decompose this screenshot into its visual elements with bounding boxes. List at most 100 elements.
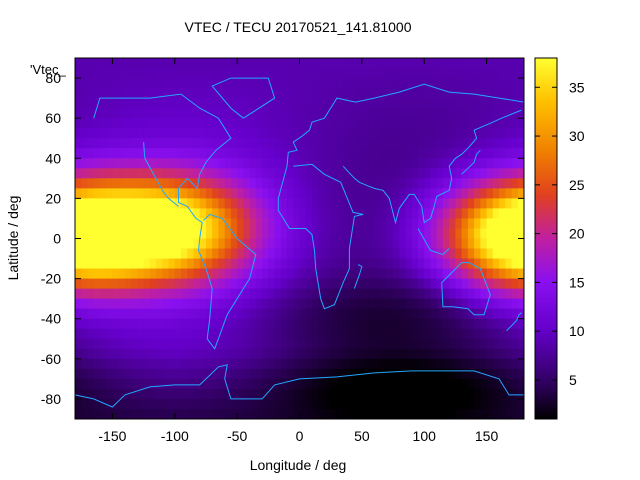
heatmap-cell: [75, 68, 82, 79]
heatmap-cell: [411, 278, 419, 290]
heatmap-cell: [137, 288, 145, 300]
heatmap-cell: [199, 348, 207, 360]
heatmap-cell: [393, 168, 400, 179]
heatmap-cell: [293, 78, 301, 89]
heatmap-cell: [399, 208, 407, 220]
heatmap-cell: [480, 408, 488, 419]
heatmap-cell: [361, 118, 369, 129]
heatmap-cell: [343, 308, 350, 320]
heatmap-cell: [243, 128, 251, 139]
heatmap-cell: [181, 188, 188, 199]
heatmap-cell: [137, 208, 145, 220]
heatmap-cell: [405, 368, 413, 380]
heatmap-cell: [93, 378, 101, 390]
heatmap-cell: [274, 168, 282, 179]
heatmap-cell: [162, 248, 170, 260]
heatmap-cell: [87, 158, 95, 169]
heatmap-cell: [162, 378, 170, 390]
heatmap-cell: [380, 268, 388, 280]
heatmap-cell: [249, 278, 257, 290]
heatmap-cell: [492, 358, 500, 370]
heatmap-cell: [168, 98, 176, 109]
heatmap-cell: [199, 58, 207, 69]
heatmap-cell: [299, 308, 307, 320]
heatmap-cell: [118, 308, 126, 320]
heatmap-cell: [249, 78, 257, 89]
heatmap-cell: [112, 68, 120, 79]
heatmap-cell: [368, 188, 375, 199]
heatmap-cell: [480, 318, 488, 330]
heatmap-cell: [274, 208, 282, 220]
heatmap-cell: [467, 288, 475, 300]
heatmap-cell: [112, 308, 120, 320]
heatmap-cell: [349, 248, 357, 260]
heatmap-cell: [230, 358, 238, 370]
heatmap-cell: [336, 148, 344, 159]
heatmap-cell: [405, 188, 413, 199]
heatmap-cell: [262, 68, 269, 79]
heatmap-cell: [305, 408, 313, 419]
heatmap-cell: [436, 288, 444, 300]
heatmap-cell: [131, 338, 138, 350]
heatmap-cell: [343, 388, 350, 400]
heatmap-cell: [143, 328, 151, 340]
heatmap-cell: [305, 368, 313, 380]
heatmap-cell: [343, 208, 350, 220]
heatmap-cell: [118, 328, 126, 340]
heatmap-cell: [380, 98, 388, 109]
heatmap-cell: [181, 108, 188, 119]
heatmap-cell: [106, 88, 114, 99]
heatmap-cell: [343, 178, 350, 189]
heatmap-cell: [380, 368, 388, 380]
heatmap-cell: [517, 248, 524, 260]
heatmap-cell: [492, 138, 500, 149]
heatmap-cell: [511, 378, 519, 390]
heatmap-cell: [311, 288, 319, 300]
heatmap-cell: [293, 158, 301, 169]
heatmap-cell: [243, 148, 251, 159]
heatmap-cell: [262, 328, 269, 340]
heatmap-cell: [287, 188, 294, 199]
heatmap-cell: [299, 148, 307, 159]
heatmap-cell: [517, 338, 524, 350]
heatmap-cell: [393, 308, 400, 320]
heatmap-cell: [106, 198, 114, 210]
heatmap-cell: [243, 378, 251, 390]
heatmap-cell: [255, 308, 263, 320]
heatmap-cell: [274, 58, 282, 69]
heatmap-cell: [480, 178, 488, 189]
heatmap-cell: [156, 368, 163, 380]
heatmap-cell: [124, 278, 132, 290]
heatmap-cell: [205, 348, 213, 360]
heatmap-cell: [386, 388, 394, 400]
heatmap-cell: [255, 218, 263, 230]
heatmap-cell: [268, 228, 276, 240]
heatmap-cell: [287, 268, 294, 280]
heatmap-cell: [368, 348, 375, 360]
heatmap-cell: [124, 158, 132, 169]
heatmap-cell: [311, 348, 319, 360]
heatmap-cell: [230, 208, 238, 220]
heatmap-cell: [93, 258, 101, 270]
heatmap-cell: [118, 318, 126, 330]
heatmap-cell: [305, 118, 313, 129]
heatmap-cell: [324, 258, 332, 270]
heatmap-cell: [280, 298, 288, 310]
heatmap-cell: [386, 398, 394, 410]
heatmap-cell: [137, 238, 145, 250]
heatmap-cell: [411, 398, 419, 410]
heatmap-cell: [336, 108, 344, 119]
heatmap-cell: [99, 398, 107, 410]
heatmap-cell: [174, 388, 182, 400]
heatmap-cell: [492, 118, 500, 129]
heatmap-cell: [106, 58, 114, 69]
heatmap-cell: [143, 238, 151, 250]
heatmap-cell: [305, 188, 313, 199]
heatmap-cell: [417, 408, 425, 419]
heatmap-cell: [436, 268, 444, 280]
heatmap-cell: [380, 218, 388, 230]
heatmap-cell: [93, 128, 101, 139]
heatmap-cell: [505, 248, 513, 260]
heatmap-cell: [237, 258, 244, 270]
heatmap-cell: [361, 168, 369, 179]
